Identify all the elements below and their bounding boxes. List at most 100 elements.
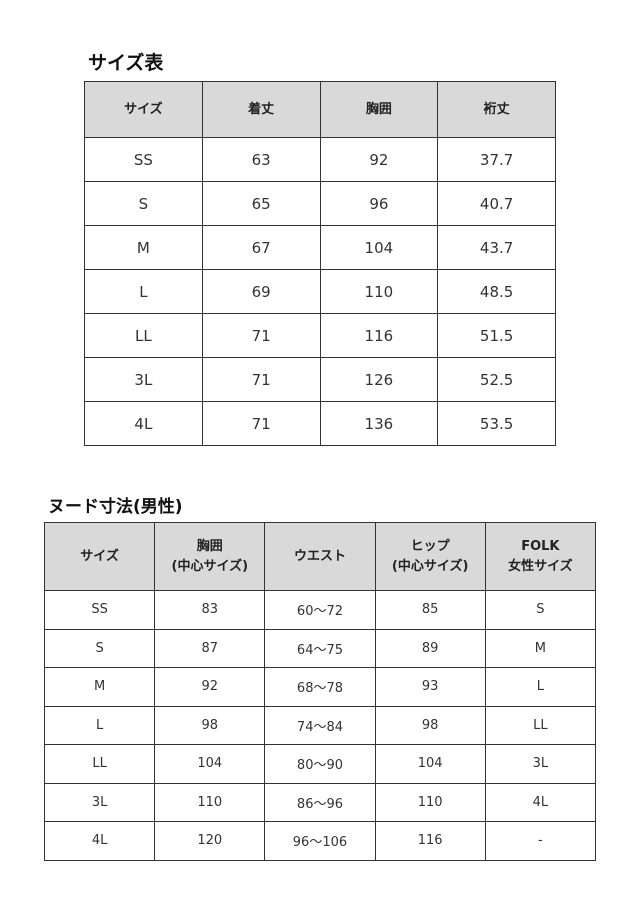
table-cell: L <box>84 269 203 314</box>
table-cell: 104 <box>374 744 486 784</box>
table-cell: 43.7 <box>437 225 556 270</box>
table-cell: S <box>84 181 203 226</box>
table-cell: S <box>484 590 597 630</box>
table-cell: 92 <box>154 667 266 707</box>
table-cell: 64〜75 <box>264 628 376 668</box>
table-cell: 120 <box>154 821 266 861</box>
table-cell: 52.5 <box>437 357 556 402</box>
table-cell: M <box>84 225 203 270</box>
table-cell: 83 <box>154 590 266 630</box>
column-header: ヒップ (中心サイズ) <box>374 522 486 591</box>
table-cell: 104 <box>319 225 439 270</box>
table-row: S 87 64〜75 89 M <box>43 628 597 668</box>
table-row: 4L 71 136 53.5 <box>84 401 556 446</box>
table-cell: 116 <box>319 313 439 358</box>
table-cell: 98 <box>154 705 266 745</box>
table-cell: 110 <box>319 269 439 314</box>
column-header-line: ウエスト <box>293 548 346 564</box>
table-cell: LL <box>43 744 156 784</box>
table-cell: 98 <box>374 705 486 745</box>
table-cell: 51.5 <box>437 313 556 358</box>
table-cell: 89 <box>374 628 486 668</box>
table-cell: 110 <box>154 782 266 822</box>
column-header-line: 女性サイズ <box>508 558 573 574</box>
table-cell: SS <box>43 590 156 630</box>
table-cell: 96 <box>319 181 439 226</box>
table-cell: 3L <box>43 782 156 822</box>
table-cell: 86〜96 <box>264 782 376 822</box>
table-cell: 93 <box>374 667 486 707</box>
table-row: LL 71 116 51.5 <box>84 313 556 358</box>
table-cell: LL <box>484 705 597 745</box>
table-row: M 67 104 43.7 <box>84 225 556 270</box>
table-row: 4L 120 96〜106 116- <box>43 821 597 861</box>
table-row: L 69 110 48.5 <box>84 269 556 314</box>
column-header-line: (中心サイズ) <box>171 558 249 574</box>
table-cell: 4L <box>84 401 203 446</box>
nude-measurements-table: サイズ 胸囲 (中心サイズ) ウエスト ヒップ (中心サイズ) FOLK 女性サイズ SS 83 6… <box>43 522 597 861</box>
table-row: 3L 71 126 52.5 <box>84 357 556 402</box>
table-cell: 96〜106 <box>264 821 376 861</box>
table-row: M 92 68〜78 93 L <box>43 667 597 707</box>
table-cell: 80〜90 <box>264 744 376 784</box>
table-cell: 37.7 <box>437 137 556 182</box>
column-header-line: ヒップ <box>410 538 450 554</box>
table-row: S 65 96 40.7 <box>84 181 556 226</box>
table-cell: 92 <box>319 137 439 182</box>
table-row: SS 83 60〜72 85 S <box>43 590 597 630</box>
column-header-line: サイズ <box>124 101 163 117</box>
table-cell: 40.7 <box>437 181 556 226</box>
table-cell: 71 <box>201 313 321 358</box>
table-cell: 104 <box>154 744 266 784</box>
table-cell: M <box>43 667 156 707</box>
table-cell: 136 <box>319 401 439 446</box>
table-cell: 74〜84 <box>264 705 376 745</box>
table-row: 3L 110 86〜96 110 4L <box>43 782 597 822</box>
column-header: サイズ <box>43 522 156 591</box>
column-header: 胸囲 (中心サイズ) <box>154 522 266 591</box>
table-cell: 60〜72 <box>264 590 376 630</box>
table-cell: SS <box>84 137 203 182</box>
table-cell: 3L <box>84 357 203 402</box>
table-cell: 4L <box>43 821 156 861</box>
table-row: SS 63 92 37.7 <box>84 137 556 182</box>
table-cell: 65 <box>201 181 321 226</box>
table-cell: LL <box>84 313 203 358</box>
table-cell: L <box>43 705 156 745</box>
column-header-line: 胸囲 <box>365 101 392 117</box>
header-row: サイズ 着丈 胸囲 裄丈 <box>84 81 556 138</box>
table-cell: 4L <box>484 782 597 822</box>
table-cell: M <box>484 628 597 668</box>
table-cell: 63 <box>201 137 321 182</box>
table-cell: 110 <box>374 782 486 822</box>
table-row: LL 104 80〜90 104 3L <box>43 744 597 784</box>
column-header-line: 着丈 <box>248 101 275 117</box>
column-header-line: FOLK <box>521 538 560 554</box>
column-header-line: 裄丈 <box>483 101 510 117</box>
table-cell: 67 <box>201 225 321 270</box>
column-header: FOLK 女性サイズ <box>484 522 597 591</box>
table-cell: 48.5 <box>437 269 556 314</box>
nude-measurements-title: ヌード寸法(男性) <box>48 497 183 517</box>
column-header-line: 胸囲 <box>196 538 223 554</box>
table-row: L 98 74〜84 98 LL <box>43 705 597 745</box>
column-header: 裄丈 <box>437 81 556 138</box>
header-row: サイズ 胸囲 (中心サイズ) ウエスト ヒップ (中心サイズ) FOLK 女性サイズ <box>43 522 597 591</box>
table-cell: 116 <box>374 821 486 861</box>
table-cell: L <box>484 667 597 707</box>
column-header-line: (中心サイズ) <box>391 558 469 574</box>
table-cell: 68〜78 <box>264 667 376 707</box>
size-table-title: サイズ表 <box>88 52 164 74</box>
table-cell: 87 <box>154 628 266 668</box>
column-header: 着丈 <box>201 81 321 138</box>
table-cell: 85 <box>374 590 486 630</box>
table-cell: 53.5 <box>437 401 556 446</box>
table-cell: - <box>484 821 597 861</box>
column-header: サイズ <box>84 81 203 138</box>
column-header: ウエスト <box>264 522 376 591</box>
table-cell: S <box>43 628 156 668</box>
size-table: サイズ 着丈 胸囲 裄丈 SS 63 92 37.7 S 65 96 40.7 M 67 104 43.7 L 6… <box>84 81 556 446</box>
table-cell: 71 <box>201 401 321 446</box>
table-cell: 3L <box>484 744 597 784</box>
table-cell: 71 <box>201 357 321 402</box>
